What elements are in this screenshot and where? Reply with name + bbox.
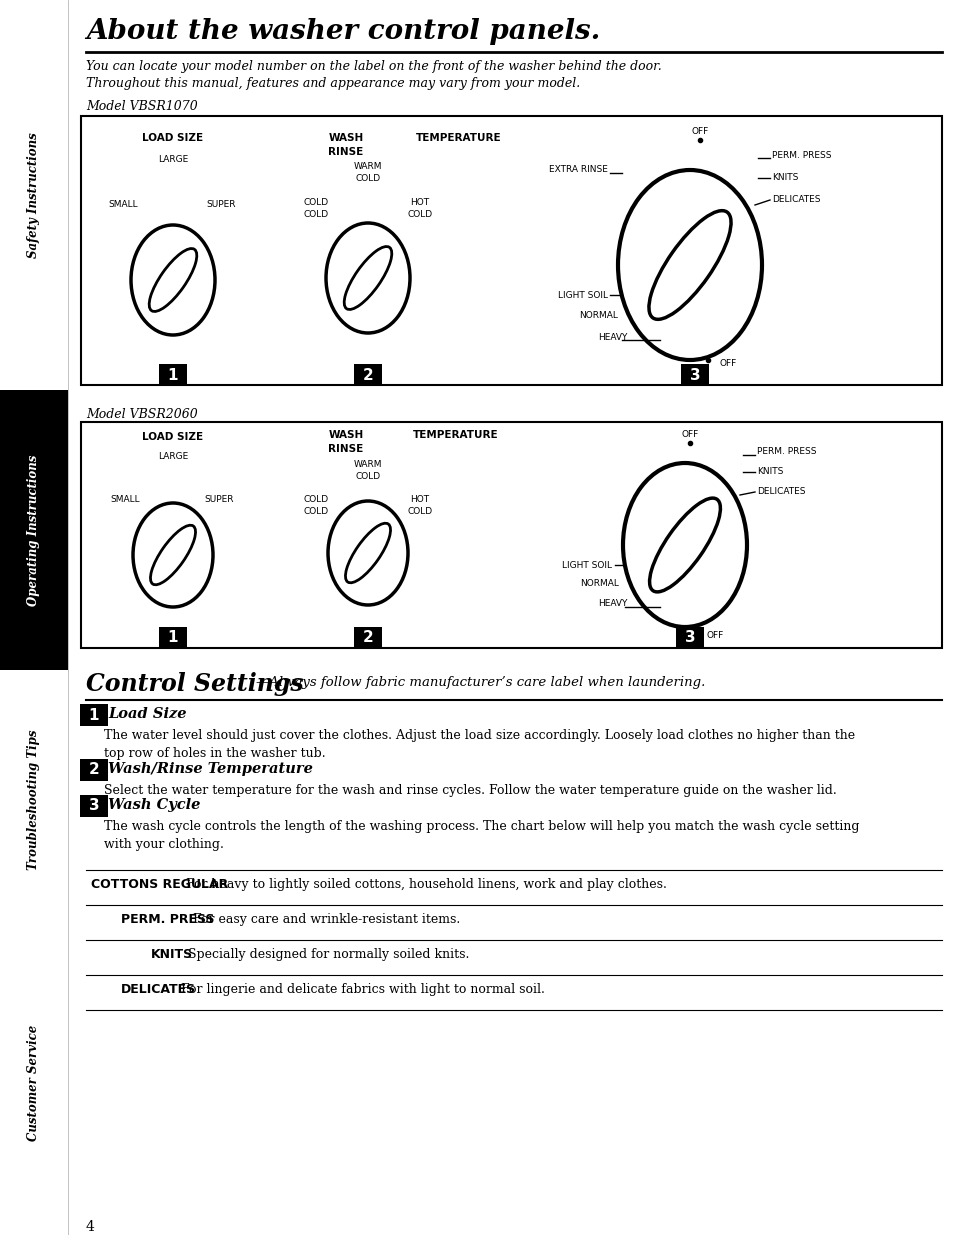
Bar	[0, 0, 68, 390]
Text: RINSE: RINSE	[328, 445, 363, 454]
Text: RINSE: RINSE	[328, 147, 363, 157]
Bar	[680, 364, 708, 387]
Text: 2: 2	[362, 368, 373, 383]
Text: SMALL: SMALL	[108, 200, 137, 209]
Text: LARGE: LARGE	[157, 156, 188, 164]
Text: 3: 3	[684, 631, 695, 646]
Text: LOAD SIZE: LOAD SIZE	[142, 432, 203, 442]
Text: For easy care and wrinkle-resistant items.: For easy care and wrinkle-resistant item…	[193, 913, 459, 926]
Text: Load Size: Load Size	[108, 706, 186, 721]
Text: WASH: WASH	[328, 430, 363, 440]
Text: HOT: HOT	[410, 198, 429, 207]
Text: COLD: COLD	[355, 472, 380, 480]
Text: DELICATES: DELICATES	[121, 983, 196, 995]
Bar	[159, 627, 187, 650]
Bar	[0, 671, 68, 930]
Text: EXTRA RINSE: EXTRA RINSE	[549, 165, 607, 174]
Text: HEAVY: HEAVY	[598, 599, 627, 609]
Text: DELICATES: DELICATES	[771, 195, 820, 205]
Text: COLD: COLD	[355, 174, 380, 183]
Text: SMALL: SMALL	[111, 495, 140, 504]
Text: LOAD SIZE: LOAD SIZE	[142, 133, 203, 143]
Bar	[0, 390, 68, 671]
Text: Specially designed for normally soiled knits.: Specially designed for normally soiled k…	[188, 948, 469, 961]
Text: Safety Instructions: Safety Instructions	[28, 132, 40, 258]
Text: SUPER: SUPER	[204, 495, 233, 504]
Bar	[0, 930, 68, 1235]
Text: 2: 2	[362, 631, 373, 646]
Text: Operating Instructions: Operating Instructions	[28, 454, 40, 605]
Text: SUPER: SUPER	[206, 200, 235, 209]
Text: PERM. PRESS: PERM. PRESS	[121, 913, 214, 926]
Text: Throughout this manual, features and appearance may vary from your model.: Throughout this manual, features and app…	[86, 77, 579, 90]
Text: TEMPERATURE: TEMPERATURE	[416, 133, 501, 143]
Text: Model VBSR2060: Model VBSR2060	[86, 408, 197, 421]
Text: COLD: COLD	[303, 210, 328, 219]
Text: OFF: OFF	[706, 631, 723, 640]
Text: DELICATES: DELICATES	[757, 488, 804, 496]
Text: OFF: OFF	[720, 358, 737, 368]
Text: COLD: COLD	[303, 495, 328, 504]
Text: WASH: WASH	[328, 133, 363, 143]
Text: KNITS: KNITS	[151, 948, 193, 961]
Text: Wash Cycle: Wash Cycle	[108, 798, 200, 811]
Bar	[354, 627, 381, 650]
Bar	[80, 704, 108, 726]
Text: 1: 1	[89, 708, 99, 722]
Text: HEAVY: HEAVY	[598, 332, 627, 342]
Bar	[676, 627, 703, 650]
Bar	[80, 795, 108, 818]
Text: You can locate your model number on the label on the front of the washer behind : You can locate your model number on the …	[86, 61, 661, 73]
Text: About the washer control panels.: About the washer control panels.	[86, 19, 599, 44]
Text: 1: 1	[168, 368, 178, 383]
Text: Wash/Rinse Temperature: Wash/Rinse Temperature	[108, 762, 313, 776]
Bar	[354, 364, 381, 387]
Text: OFF: OFF	[691, 127, 708, 136]
Text: —Always follow fabric manufacturer’s care label when laundering.: —Always follow fabric manufacturer’s car…	[255, 676, 704, 689]
Text: COTTONS REGULAR: COTTONS REGULAR	[91, 878, 228, 890]
Text: 1: 1	[168, 631, 178, 646]
Text: The water level should just cover the clothes. Adjust the load size accordingly.: The water level should just cover the cl…	[104, 729, 854, 760]
Text: COLD: COLD	[303, 198, 328, 207]
Text: LIGHT SOIL: LIGHT SOIL	[558, 290, 607, 300]
Text: COLD: COLD	[407, 508, 432, 516]
Text: Control Settings: Control Settings	[86, 672, 303, 697]
Text: COLD: COLD	[407, 210, 432, 219]
Text: NORMAL: NORMAL	[579, 578, 618, 588]
Text: NORMAL: NORMAL	[578, 311, 618, 321]
Text: TEMPERATURE: TEMPERATURE	[413, 430, 498, 440]
Text: LARGE: LARGE	[157, 452, 188, 461]
Text: LIGHT SOIL: LIGHT SOIL	[561, 561, 612, 569]
Text: HOT: HOT	[410, 495, 429, 504]
Text: 2: 2	[89, 762, 99, 778]
Text: WARM: WARM	[354, 162, 382, 170]
Text: Troubleshooting Tips: Troubleshooting Tips	[28, 730, 40, 871]
Text: 3: 3	[89, 799, 99, 814]
Text: 4: 4	[86, 1220, 94, 1234]
Text: KNITS: KNITS	[757, 468, 782, 477]
Text: PERM. PRESS: PERM. PRESS	[771, 151, 831, 159]
Text: The wash cycle controls the length of the washing process. The chart below will : The wash cycle controls the length of th…	[104, 820, 859, 851]
Text: PERM. PRESS: PERM. PRESS	[757, 447, 816, 457]
Text: Select the water temperature for the wash and rinse cycles. Follow the water tem: Select the water temperature for the was…	[104, 784, 836, 797]
Text: 3: 3	[689, 368, 700, 383]
Text: WARM: WARM	[354, 459, 382, 469]
Text: COLD: COLD	[303, 508, 328, 516]
Text: Customer Service: Customer Service	[28, 1024, 40, 1141]
Text: For heavy to lightly soiled cottons, household linens, work and play clothes.: For heavy to lightly soiled cottons, hou…	[186, 878, 666, 890]
Text: OFF: OFF	[680, 430, 698, 438]
Bar	[81, 422, 941, 648]
Text: For lingerie and delicate fabrics with light to normal soil.: For lingerie and delicate fabrics with l…	[181, 983, 544, 995]
Bar	[80, 760, 108, 781]
Text: KNITS: KNITS	[771, 173, 798, 183]
Bar	[159, 364, 187, 387]
Bar	[81, 116, 941, 385]
Text: Model VBSR1070: Model VBSR1070	[86, 100, 197, 112]
